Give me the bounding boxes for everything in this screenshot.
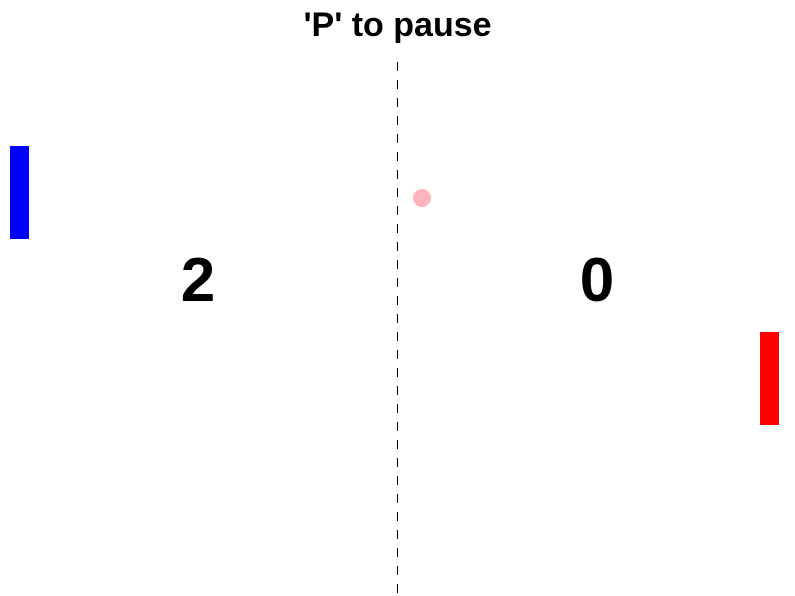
right-player-score: 0 [579, 246, 615, 315]
center-net-line [397, 62, 399, 596]
pause-hint-text: 'P' to pause [303, 6, 492, 44]
ball [413, 189, 431, 207]
left-paddle [10, 146, 29, 239]
left-player-score: 2 [180, 246, 216, 315]
right-paddle [760, 332, 779, 425]
